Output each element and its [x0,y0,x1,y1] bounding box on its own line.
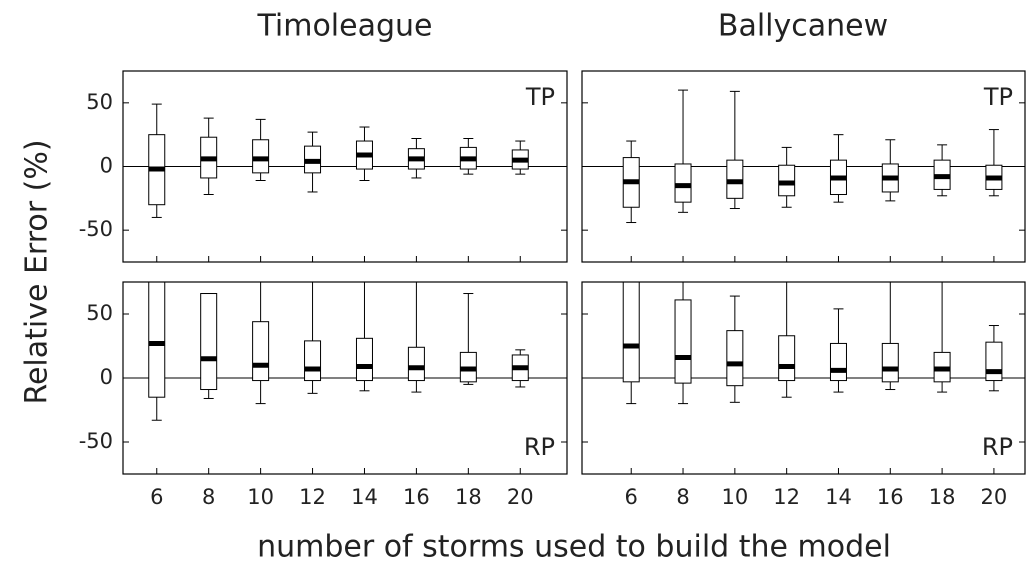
panel-label: RP [982,433,1013,461]
column-title: Timoleague [256,9,432,44]
panel: 6 8 10 12 14 16 18 20 RP [581,281,1026,509]
x-tick-label: 12 [773,485,800,509]
box [622,282,640,383]
y-axis-label: Relative Error (%) [20,139,55,404]
panel: -50 0 50 TP [79,70,568,263]
y-tick-label: 0 [100,365,113,389]
panel: TP [581,70,1026,263]
x-axis-label: number of storms used to build the model [257,530,891,565]
box [829,342,847,382]
box [726,330,744,387]
box [148,282,166,398]
box [778,335,796,382]
box [985,341,1003,382]
box [674,163,692,203]
box [778,164,796,197]
panel-label: RP [524,433,555,461]
x-tick-label: 12 [299,485,326,509]
box [200,293,218,391]
y-tick-label: -50 [79,429,113,453]
x-tick-label: 14 [825,485,852,509]
x-tick-label: 10 [721,485,748,509]
x-tick-label: 16 [403,485,430,509]
box [252,321,270,382]
box [355,337,373,382]
column-title: Ballycanew [718,9,888,44]
x-tick-label: 8 [202,485,215,509]
plot-area [123,282,567,421]
box [304,340,322,382]
panel-frame [581,70,1026,263]
panel-frame [122,70,568,263]
x-tick-label: 20 [507,485,534,509]
box [726,159,744,199]
x-tick-label: 10 [247,485,274,509]
plot-area [123,103,567,218]
panel-frame [581,281,1026,475]
y-tick-label: 50 [86,90,113,114]
x-tick-label: 18 [455,485,482,509]
plot-area [582,89,1025,224]
y-tick-label: 0 [100,154,113,178]
x-tick-label: 20 [981,485,1008,509]
box [252,139,270,174]
panel-frame [122,281,568,475]
panel: -50 0 50 6 8 10 12 14 16 18 20 RP [79,281,568,509]
x-tick-label: 6 [625,485,638,509]
x-tick-label: 8 [676,485,689,509]
x-tick-label: 6 [150,485,163,509]
plot-area [582,282,1025,405]
y-tick-label: 50 [86,301,113,325]
box [881,342,899,383]
box [407,346,425,382]
box [674,299,692,384]
panel-label: TP [983,83,1013,111]
x-tick-label: 16 [877,485,904,509]
x-tick-label: 14 [351,485,378,509]
y-tick-label: -50 [79,217,113,241]
panel-label: TP [525,83,555,111]
x-tick-label: 18 [929,485,956,509]
